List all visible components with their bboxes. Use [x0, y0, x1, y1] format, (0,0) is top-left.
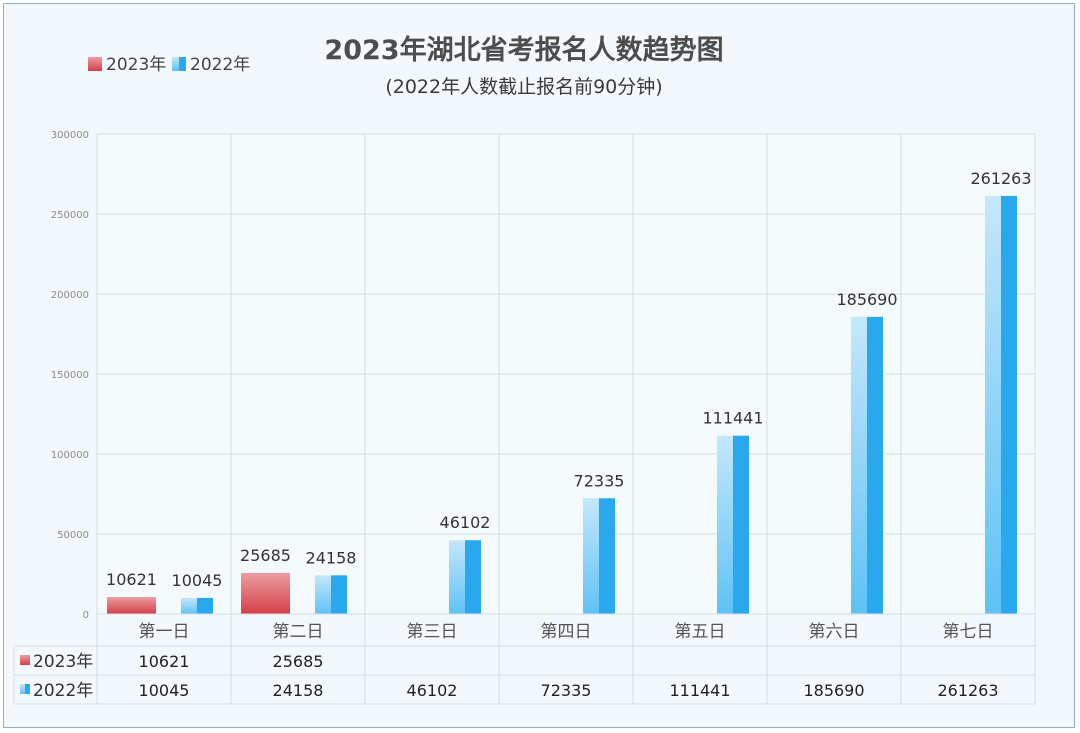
y-tick-label: 300000	[51, 130, 89, 141]
x-tick-label: 第四日	[541, 622, 592, 642]
table-cell-2023: 25685	[273, 652, 324, 671]
table-row-label-2023: 2023年	[33, 652, 93, 672]
data-label-2022: 24158	[306, 548, 357, 567]
legend-label-2022: 2022年	[190, 55, 250, 75]
data-label-2022: 10045	[172, 571, 223, 590]
legend-swatch-2023	[88, 57, 102, 71]
table-cell-2023: 10621	[139, 652, 190, 671]
y-tick-label: 0	[83, 610, 89, 621]
y-tick-label: 200000	[51, 290, 89, 301]
legend: 2023年 2022年	[88, 55, 250, 75]
bars	[107, 195, 1017, 615]
data-label-2023: 25685	[240, 546, 291, 565]
data-label-2022: 185690	[836, 290, 897, 309]
legend-label-2023: 2023年	[106, 55, 166, 75]
table-cell-2022: 185690	[803, 681, 864, 700]
bar-2022-right	[599, 498, 615, 614]
table-cell-2022: 10045	[139, 681, 190, 700]
y-axis: 0 50000 100000 150000 200000 250000 300000	[51, 130, 89, 621]
bar-2022-right	[465, 540, 481, 614]
table-key-2022-left	[20, 684, 25, 694]
bar-2022-right	[733, 435, 749, 614]
bar-2023	[107, 597, 156, 614]
data-label-2022: 111441	[702, 409, 763, 428]
chart-title: 2023年湖北省考报名人数趋势图	[324, 34, 723, 66]
table-cell-2022: 261263	[937, 681, 998, 700]
bar-2023	[241, 572, 290, 614]
data-labels: 10621 10045 25685 24158 46102 72335 111441 1856…	[106, 169, 1031, 590]
chart-subtitle: (2022年人数截止报名前90分钟)	[385, 76, 662, 98]
table-key-2022-right	[25, 684, 30, 694]
data-label-2022: 46102	[440, 513, 491, 532]
y-tick-label: 50000	[57, 530, 89, 541]
data-label-2023: 10621	[106, 570, 157, 589]
bar-2022-left	[851, 316, 867, 614]
table-cell-2022: 24158	[273, 681, 324, 700]
x-axis: 第一日 第二日 第三日 第四日 第五日 第六日 第七日	[139, 622, 994, 642]
table-cell-2022: 111441	[669, 681, 730, 700]
bar-2022-left	[449, 540, 465, 614]
x-tick-label: 第二日	[273, 622, 324, 642]
y-tick-label: 250000	[51, 210, 89, 221]
table-cell-2022: 72335	[541, 681, 592, 700]
bar-2022-left	[583, 498, 599, 614]
bar-2022-left	[181, 597, 197, 614]
bar-2022-right	[331, 575, 347, 614]
bar-2022-right	[197, 597, 213, 614]
x-tick-label: 第六日	[809, 622, 860, 642]
x-tick-label: 第五日	[675, 622, 726, 642]
bar-2022-right	[867, 316, 883, 614]
bar-2022-left	[985, 195, 1001, 615]
bar-2022-left	[315, 575, 331, 614]
table-key-2023	[20, 655, 30, 665]
x-tick-label: 第三日	[407, 622, 458, 642]
data-label-2022: 72335	[574, 471, 625, 490]
y-tick-label: 100000	[51, 450, 89, 461]
table-row-label-2022: 2022年	[33, 681, 93, 701]
bar-2022-left	[717, 435, 733, 614]
legend-swatch-2022-right	[179, 57, 186, 71]
data-table: 2023年 2022年 10621 10045 25685 24158 46102 72335…	[13, 613, 1035, 705]
y-tick-label: 150000	[51, 370, 89, 381]
legend-swatch-2022-left	[172, 57, 179, 71]
gridlines	[96, 133, 1036, 704]
x-tick-label: 第七日	[943, 622, 994, 642]
data-label-2022: 261263	[970, 169, 1031, 188]
bar-2022-right	[1001, 195, 1017, 615]
x-tick-label: 第一日	[139, 622, 190, 642]
table-cell-2022: 46102	[407, 681, 458, 700]
